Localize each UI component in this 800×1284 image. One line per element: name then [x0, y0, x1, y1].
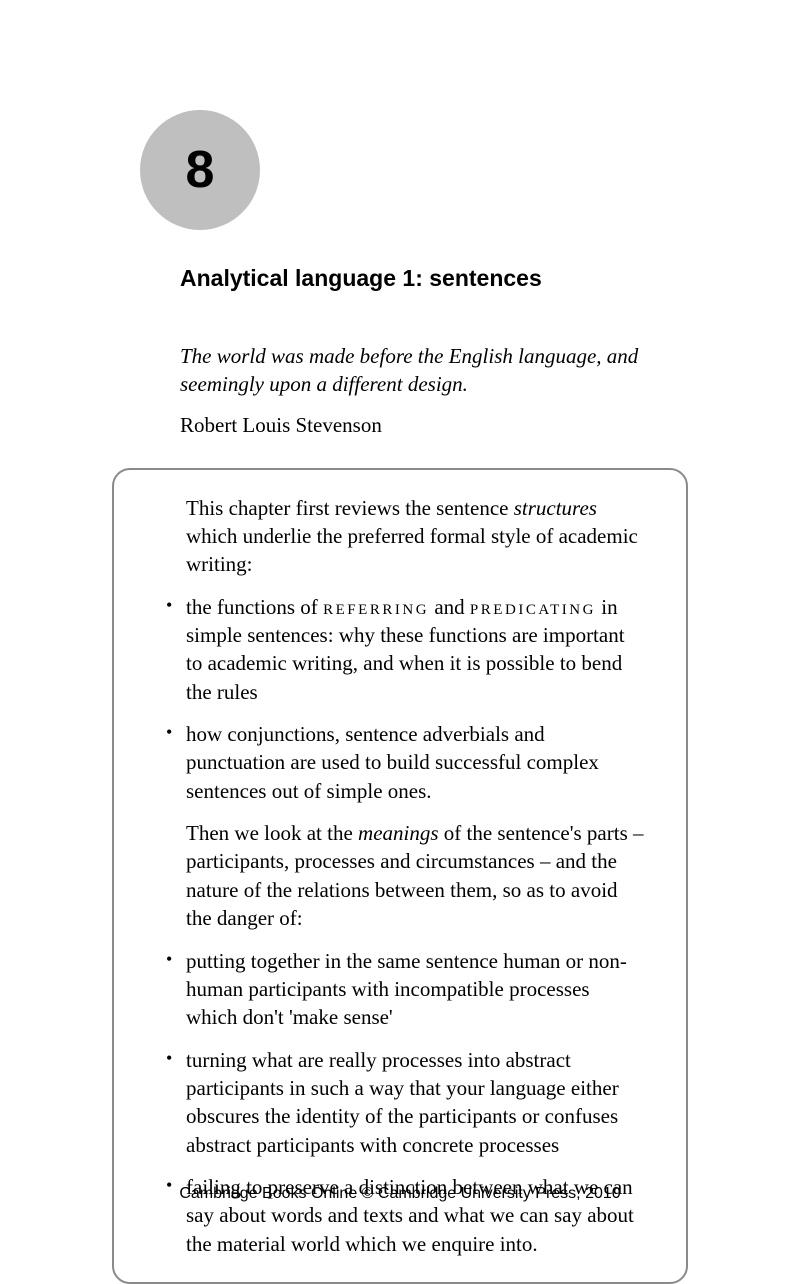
list-text: how conjunctions, sentence adverbials an…: [186, 722, 599, 803]
chapter-title: Analytical language 1: sentences: [180, 265, 690, 292]
footer-copyright: Cambridge Books Online © Cambridge Unive…: [0, 1185, 800, 1203]
small-caps-referring: referring: [323, 595, 429, 619]
list-item: how conjunctions, sentence adverbials an…: [186, 720, 644, 805]
list-item: putting together in the same sentence hu…: [186, 947, 644, 1032]
small-caps-predicating: predicating: [470, 595, 596, 619]
box-para2-em: meanings: [358, 821, 439, 845]
box-intro: This chapter first reviews the sentence …: [186, 494, 644, 579]
chapter-number: 8: [186, 140, 215, 200]
box-list-1: the functions of referring and predicati…: [146, 593, 654, 805]
box-intro-before: This chapter first reviews the sentence: [186, 496, 514, 520]
list-text-pre: the functions of: [186, 595, 323, 619]
box-intro-after: which underlie the preferred formal styl…: [186, 524, 638, 576]
list-item: the functions of referring and predicati…: [186, 593, 644, 706]
box-para2-before: Then we look at the: [186, 821, 358, 845]
box-intro-em: structures: [514, 496, 597, 520]
list-item: turning what are really processes into a…: [186, 1046, 644, 1159]
list-text-mid: and: [429, 595, 470, 619]
epigraph-text: The world was made before the English la…: [180, 342, 650, 399]
chapter-number-circle: 8: [140, 110, 260, 230]
box-list-2: putting together in the same sentence hu…: [146, 947, 654, 1258]
chapter-summary-box: This chapter first reviews the sentence …: [112, 468, 688, 1284]
box-para-2: Then we look at the meanings of the sent…: [186, 819, 644, 932]
epigraph-author: Robert Louis Stevenson: [180, 413, 690, 438]
